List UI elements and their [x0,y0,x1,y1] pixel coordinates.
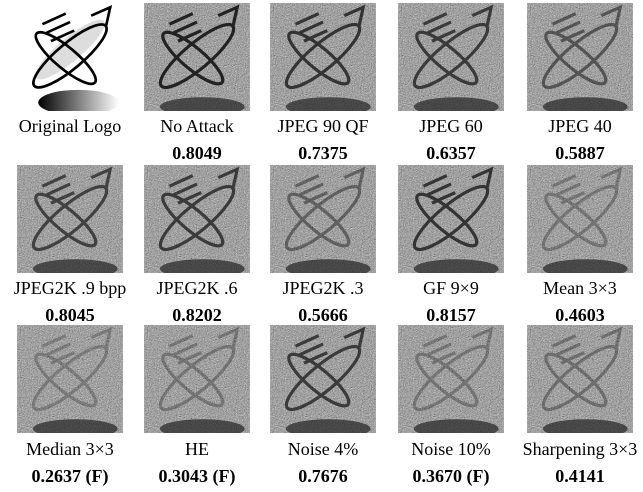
caption: Mean 3×3 [516,278,643,299]
logo-image [270,325,376,433]
score: 0.8045 [6,305,134,326]
caption: JPEG 60 [387,116,515,137]
score: 0.8202 [133,305,261,326]
logo-image [144,3,250,111]
logo-image [17,3,123,111]
score: 0.5666 [259,305,387,326]
logo-image [270,3,376,111]
logo-image [527,3,633,111]
caption: No Attack [133,116,261,137]
score: 0.2637 (F) [6,466,134,487]
caption: JPEG2K .9 bpp [6,278,134,299]
score: 0.7375 [259,143,387,164]
score: 0.8049 [133,143,261,164]
caption: JPEG 90 QF [259,116,387,137]
logo-image [398,3,504,111]
score: 0.8157 [387,305,515,326]
score: 0.3670 (F) [387,466,515,487]
score: 0.5887 [516,143,643,164]
caption: Median 3×3 [6,439,134,460]
caption: JPEG2K .3 [259,278,387,299]
score: 0.4141 [516,466,643,487]
caption: HE [133,439,261,460]
caption: JPEG2K .6 [133,278,261,299]
logo-image [144,165,250,273]
score: 0.7676 [259,466,387,487]
logo-image [527,325,633,433]
caption: Sharpening 3×3 [516,439,643,460]
caption: Original Logo [6,116,134,137]
logo-image [17,325,123,433]
caption: Noise 4% [259,439,387,460]
logo-image [398,325,504,433]
score: 0.3043 (F) [133,466,261,487]
score: 0.4603 [516,305,643,326]
logo-image [144,325,250,433]
caption: GF 9×9 [387,278,515,299]
score: 0.6357 [387,143,515,164]
logo-image [17,165,123,273]
figure: Original LogoNo Attack0.8049JPEG 90 QF0.… [0,0,643,492]
logo-image [398,165,504,273]
caption: JPEG 40 [516,116,643,137]
logo-image [527,165,633,273]
logo-image [270,165,376,273]
caption: Noise 10% [387,439,515,460]
